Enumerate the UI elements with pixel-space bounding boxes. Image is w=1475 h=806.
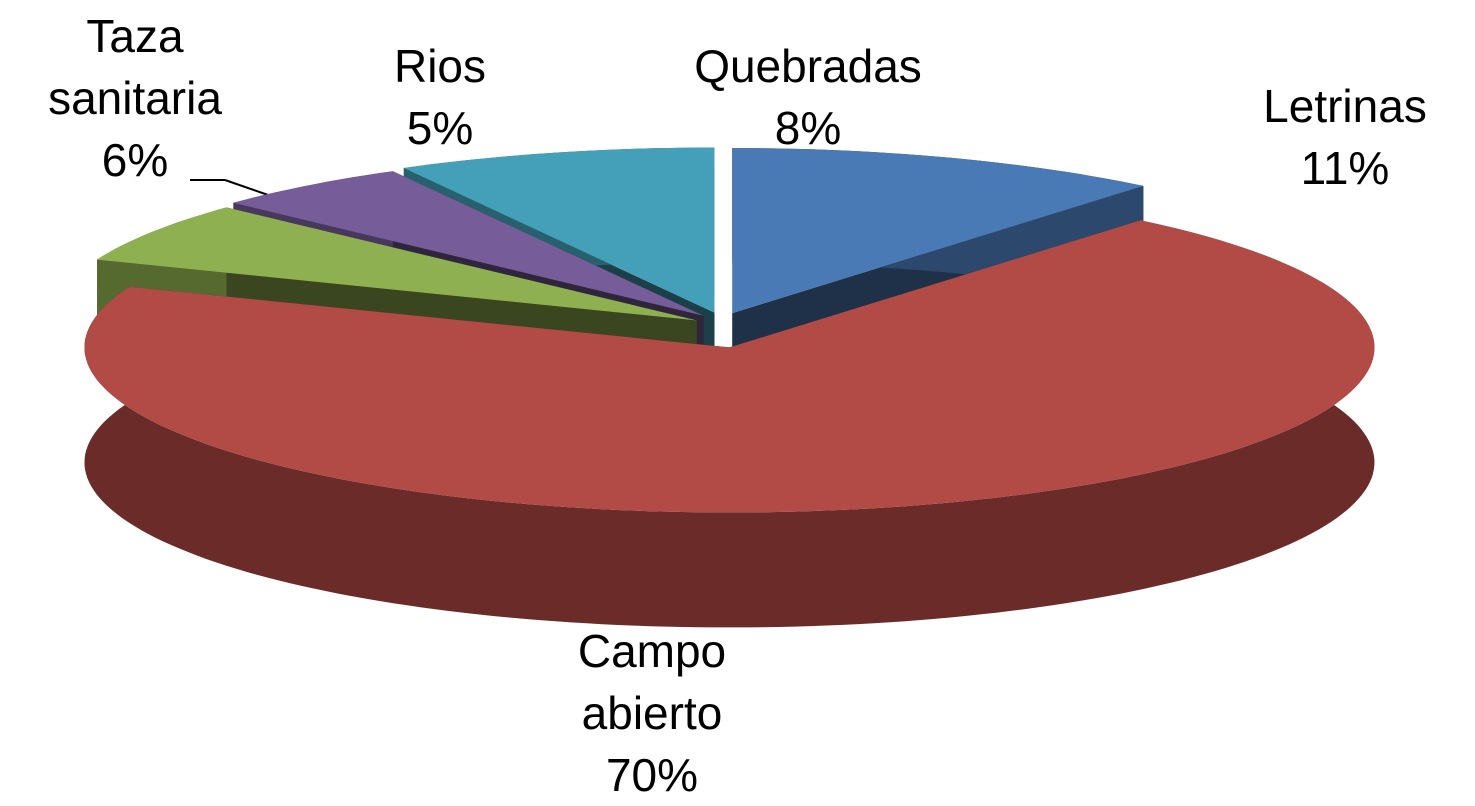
label-category: Letrinas [1263,80,1427,132]
slice-top [732,148,1144,314]
label-category: Rios [393,40,487,92]
label-value: 5% [406,102,474,154]
data-label: Quebradas 8% [608,35,1008,159]
label-value: 8% [774,102,842,154]
data-label: Rios 5% [340,35,540,159]
slice-top [233,171,704,316]
data-label: Letrinas 11% [1195,75,1475,199]
slice [84,220,1375,628]
slice-top [97,207,697,321]
label-value: 6% [101,134,169,186]
label-value: 11% [1300,142,1390,194]
label-value: 70% [605,749,699,801]
slice-top [403,147,715,313]
label-category: Taza sanitaria [48,10,222,124]
label-category: Quebradas [694,40,922,92]
leader-line [224,179,269,196]
data-label: Taza sanitaria 6% [10,5,260,191]
slice-top [84,220,1375,513]
data-label: Campo abierto 70% [517,620,787,806]
slice-wall [84,220,1375,628]
label-category: Campo abierto [577,625,727,739]
